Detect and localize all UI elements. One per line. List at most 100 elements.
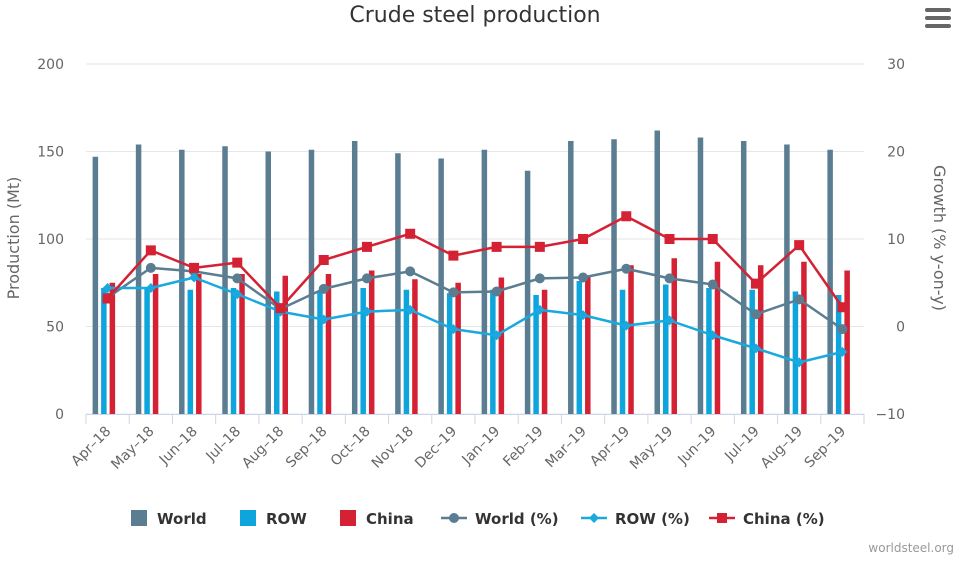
bar-row (619, 289, 626, 414)
x-tick-label: Aug–18 (239, 424, 287, 472)
point-world (621, 263, 632, 274)
bar-china (628, 265, 634, 414)
point-china (707, 234, 718, 244)
x-tick-label: Feb–19 (500, 424, 546, 470)
point-row (750, 343, 761, 354)
point-row (145, 283, 156, 293)
point-row (621, 320, 632, 331)
bar-world (784, 144, 790, 414)
menu-bar (925, 8, 951, 12)
y2-tick-label: 30 (887, 57, 905, 73)
x-tick-label: Jun–19 (675, 424, 720, 469)
point-row (794, 357, 805, 368)
bar-world (395, 153, 401, 414)
legend-swatch (240, 510, 256, 526)
point-china (621, 211, 632, 222)
legend-label: World (157, 510, 207, 528)
bar-row (533, 295, 539, 414)
hamburger-menu-icon[interactable] (925, 8, 951, 32)
x-tick-label: Jul–18 (203, 424, 245, 466)
bar-china (455, 282, 461, 414)
bar-row (274, 291, 280, 414)
point-row (707, 330, 718, 341)
credit-link[interactable]: worldsteel.org (868, 541, 954, 555)
x-tick-label: Dec–19 (412, 424, 460, 472)
point-china (275, 303, 286, 314)
bar-china (757, 265, 764, 414)
x-tick-label: May–18 (108, 424, 157, 473)
bar-china (152, 274, 159, 414)
y-tick-label: 100 (37, 232, 64, 248)
bar-row (576, 281, 583, 414)
point-world (534, 273, 545, 284)
chart-title: Crude steel production (349, 3, 600, 28)
y-axis-label: Production (Mt) (4, 177, 23, 300)
bar-china (239, 274, 245, 414)
bar-china (844, 270, 850, 414)
bar-world (308, 149, 315, 414)
bar-china (282, 275, 288, 414)
menu-bar (925, 16, 951, 20)
point-china (837, 302, 848, 313)
legend-marker (717, 513, 727, 523)
point-china (102, 293, 113, 304)
bar-china (801, 261, 807, 414)
point-row (361, 306, 372, 317)
y2-tick-label: −10 (875, 407, 905, 423)
bar-world (222, 146, 228, 414)
bar-china (498, 277, 505, 414)
bar-row (144, 288, 150, 414)
legend-swatch (340, 510, 356, 526)
point-row (102, 283, 113, 293)
legend-swatch (131, 510, 147, 526)
point-row (578, 310, 589, 321)
point-row (534, 304, 545, 315)
point-world (664, 273, 675, 284)
y-tick-label: 0 (55, 407, 64, 423)
x-tick-label: Jul–19 (721, 424, 763, 466)
y2-tick-label: 20 (887, 145, 905, 161)
legend-label: ROW (%) (615, 510, 690, 528)
bar-row (663, 284, 669, 414)
legend-marker (449, 513, 459, 523)
point-china (794, 240, 805, 251)
legend-marker (589, 513, 599, 523)
menu-bar (925, 24, 951, 28)
point-china (145, 245, 156, 256)
point-row (318, 314, 329, 325)
x-tick-label: Mar–19 (542, 424, 590, 472)
bar-world (135, 144, 142, 414)
point-world (232, 273, 243, 284)
point-world (405, 266, 416, 277)
line-world (106, 266, 844, 331)
legend-label: China (%) (743, 510, 825, 528)
point-china (448, 250, 459, 261)
point-world (361, 273, 372, 284)
bar-row (706, 288, 712, 414)
x-tick-label: Sep–18 (283, 424, 331, 472)
point-row (189, 272, 200, 283)
point-row (664, 315, 675, 326)
point-china (664, 234, 675, 244)
x-tick-label: Oct–18 (328, 424, 374, 470)
point-world (837, 324, 848, 335)
bar-china (325, 274, 332, 414)
point-world (707, 279, 718, 290)
point-row (405, 304, 416, 315)
bar-row (101, 288, 107, 414)
bar-china (368, 270, 375, 414)
legend-label: ROW (266, 510, 307, 528)
point-china (750, 278, 761, 289)
bar-china (412, 279, 418, 414)
bar-china (196, 274, 202, 414)
point-china (491, 241, 502, 252)
bar-china (109, 282, 116, 414)
bar-row (792, 291, 799, 414)
x-tick-label: Jun–18 (156, 424, 201, 469)
bar-world (524, 170, 531, 414)
point-china (405, 228, 416, 239)
bar-world (351, 141, 358, 414)
point-china (578, 234, 589, 244)
x-tick-label: Apr–19 (587, 424, 633, 470)
